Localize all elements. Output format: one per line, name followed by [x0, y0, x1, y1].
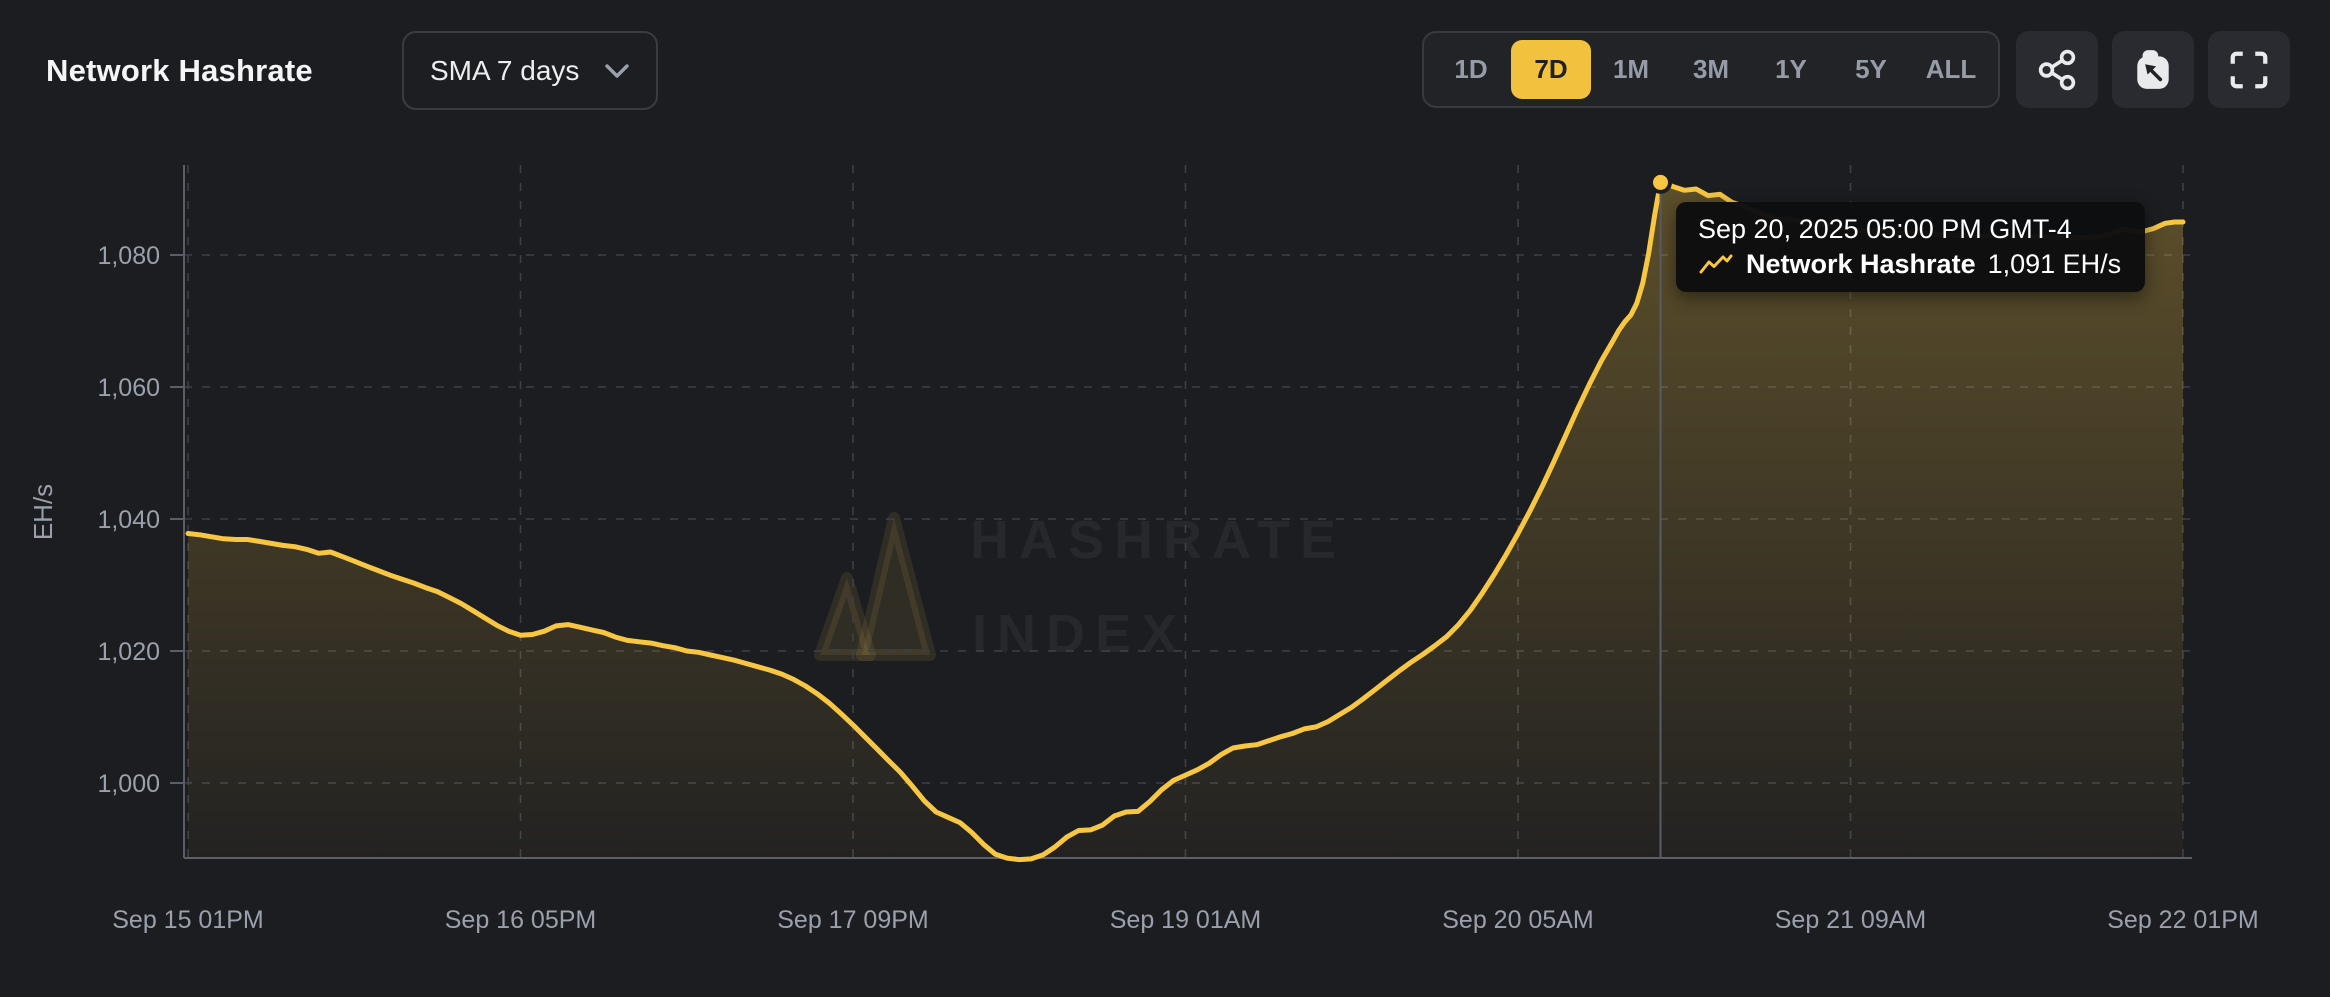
x-tick-label: Sep 16 05PM — [445, 906, 597, 934]
time-range-selector: 1D 7D 1M 3M 1Y 5Y ALL — [1422, 31, 2000, 108]
range-button-1d[interactable]: 1D — [1454, 54, 1488, 84]
hover-marker-dot — [1649, 170, 1672, 194]
sma-dropdown[interactable]: SMA 7 days — [402, 31, 658, 110]
range-button-1m[interactable]: 1M — [1612, 54, 1650, 84]
tooltip-series-name: Network Hashrate — [1746, 249, 1976, 279]
fullscreen-icon — [2230, 51, 2268, 88]
snapshot-icon — [2137, 49, 2169, 89]
x-tick-label: Sep 19 01AM — [1110, 906, 1262, 934]
fullscreen-button[interactable] — [2208, 31, 2290, 108]
chart-header: Network Hashrate SMA 7 days 1D 7D 1M 3M 1Y 5Y… — [0, 0, 2330, 120]
y-axis-title: EH/s — [28, 484, 58, 540]
x-tick-label: Sep 21 09AM — [1775, 906, 1927, 934]
y-tick-label: 1,000 — [97, 770, 160, 798]
snapshot-button[interactable] — [2112, 31, 2194, 108]
y-tick-label: 1,080 — [97, 242, 160, 270]
watermark-logo-large-triangle — [856, 512, 936, 661]
page-title: Network Hashrate — [46, 52, 313, 88]
range-button-5y[interactable]: 5Y — [1855, 54, 1887, 84]
x-tick-label: Sep 17 09PM — [777, 906, 929, 934]
watermark: HASHRATE INDEX — [814, 510, 1346, 664]
range-button-3m[interactable]: 3M — [1692, 54, 1730, 84]
x-tick-label: Sep 20 05AM — [1442, 906, 1594, 934]
range-button-1y[interactable]: 1Y — [1775, 54, 1807, 84]
watermark-logo-small-triangle — [814, 572, 876, 661]
y-tick-label: 1,040 — [97, 506, 160, 534]
range-button-all[interactable]: ALL — [1925, 54, 1977, 84]
chevron-down-icon — [605, 63, 629, 78]
x-tick-label: Sep 15 01PM — [112, 906, 264, 934]
watermark-text-line2: INDEX — [972, 604, 1187, 664]
y-tick-label: 1,060 — [97, 374, 160, 402]
watermark-text-line1: HASHRATE — [970, 510, 1346, 570]
sma-dropdown-value: SMA 7 days — [430, 54, 580, 86]
range-button-7d[interactable]: 7D — [1511, 40, 1591, 99]
x-tick-label: Sep 22 01PM — [2107, 906, 2259, 934]
tooltip-timestamp: Sep 20, 2025 05:00 PM GMT-4 — [1698, 214, 2072, 244]
tooltip-value: 1,091 EH/s — [1987, 249, 2122, 279]
chart-tooltip: Sep 20, 2025 05:00 PM GMT-4 Network Hash… — [1676, 202, 2146, 292]
share-icon — [2038, 49, 2076, 90]
series-line-icon — [1699, 254, 1733, 273]
y-tick-label: 1,020 — [97, 638, 160, 666]
share-button[interactable] — [2016, 31, 2098, 108]
series-area — [188, 182, 2183, 860]
